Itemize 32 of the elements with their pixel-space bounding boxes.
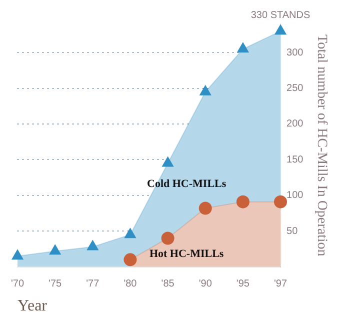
point [12,250,24,260]
x-tick-label: '77 [86,278,100,290]
x-tick-label: '80 [124,278,138,290]
x-tick-label: '75 [48,278,62,290]
y-tick-label: 150 [286,154,304,166]
y-tick-label: 250 [286,83,304,94]
y-axis-title: Total number of HC-Mills In Operation [314,34,329,256]
x-tick-label: '90 [198,278,212,290]
point [200,85,212,96]
y-tick-label: 300 [286,47,304,58]
y-tick-label: 200 [286,118,304,130]
point [86,240,98,250]
x-tick-label: '95 [236,278,250,290]
point [161,232,174,245]
series-label: Hot HC-MILLs [149,248,224,260]
point [274,195,288,208]
series-label: Cold HC-MILLs [147,178,227,190]
point [237,42,249,52]
y-tick-label: 50 [286,226,298,237]
x-tick-label: '97 [274,278,288,290]
point [274,24,286,35]
point [162,156,174,167]
annotation: 330 STANDS [250,10,310,21]
point [198,202,212,215]
point [49,244,61,255]
x-axis-title: Year [18,298,48,315]
point [124,228,136,238]
point [236,195,250,208]
x-tick-label: '85 [161,278,175,290]
y-tick-label: 100 [286,190,304,202]
x-tick-label: '70 [10,278,24,290]
point [124,253,137,266]
